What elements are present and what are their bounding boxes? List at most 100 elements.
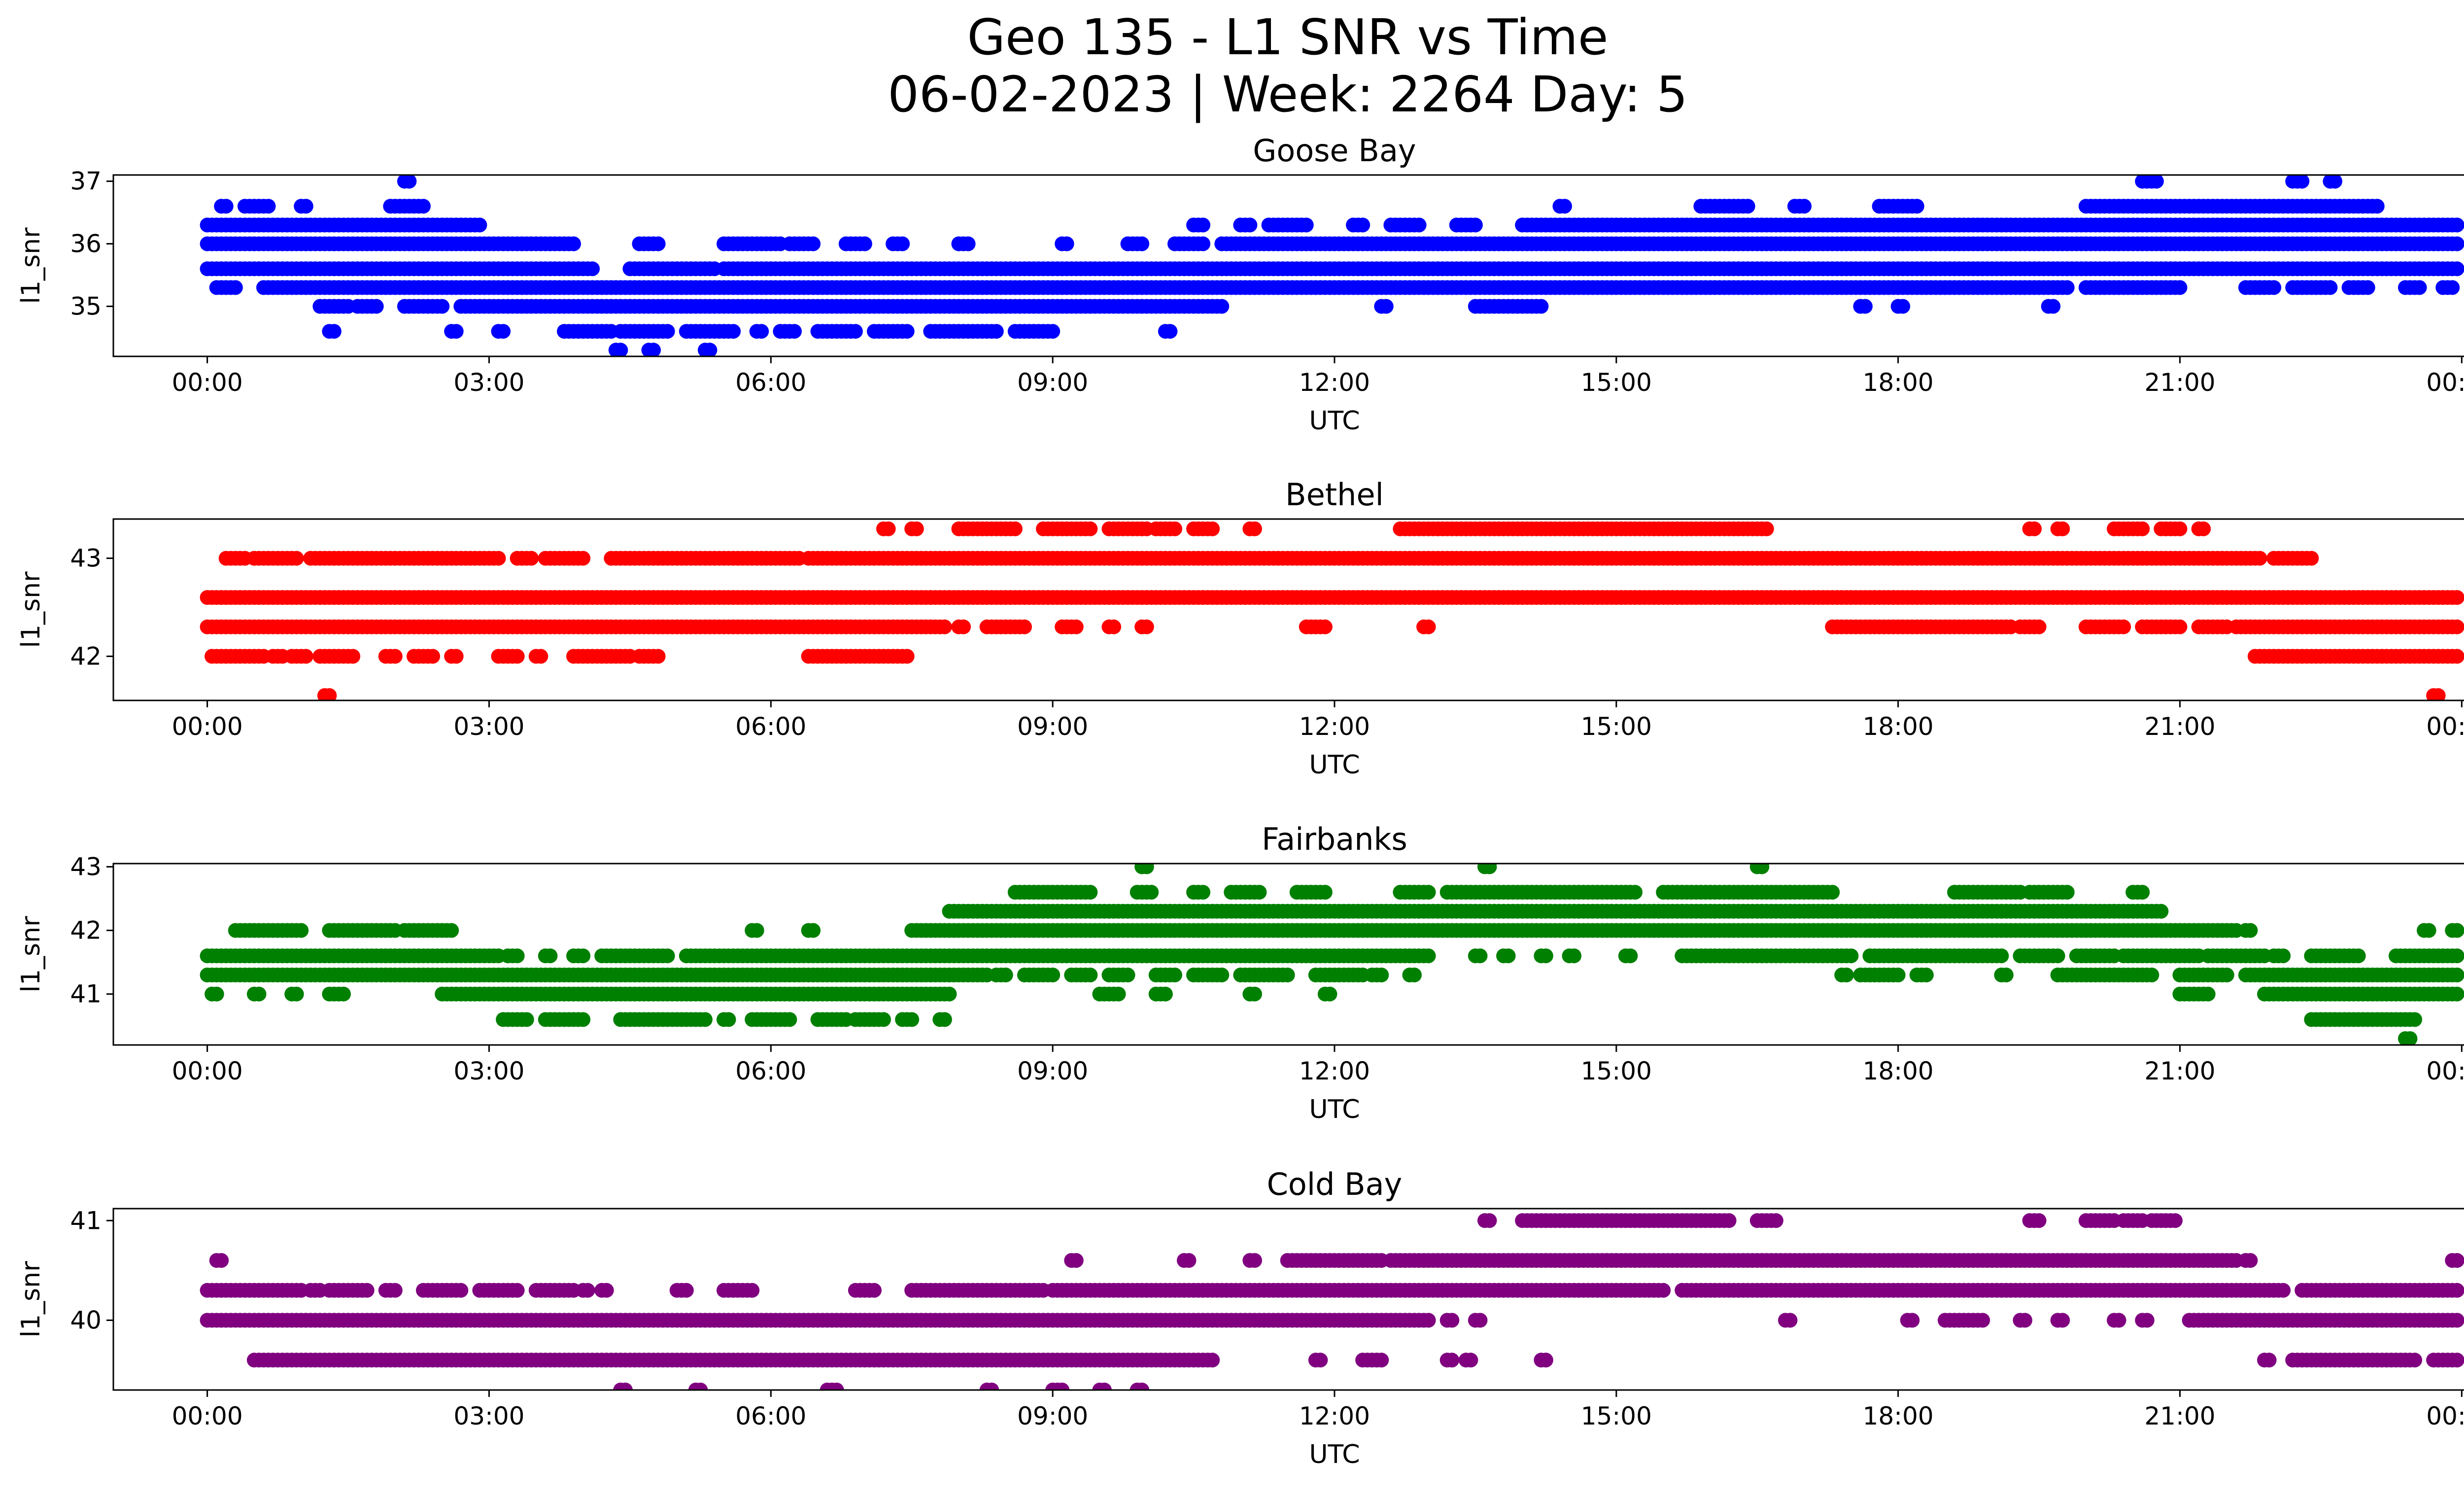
data-point bbox=[702, 343, 718, 356]
data-point bbox=[1134, 236, 1150, 251]
data-point bbox=[1421, 948, 1436, 964]
data-point bbox=[298, 649, 313, 664]
data-point bbox=[2360, 280, 2375, 295]
data-point bbox=[2055, 521, 2070, 536]
y-tick-label: 37 bbox=[70, 167, 102, 196]
data-point bbox=[660, 948, 675, 964]
data-point bbox=[909, 521, 924, 536]
data-point bbox=[2144, 968, 2159, 982]
data-point bbox=[1355, 217, 1370, 233]
data-point bbox=[806, 923, 821, 938]
data-point bbox=[1247, 521, 1262, 536]
data-point bbox=[1299, 217, 1314, 233]
data-point bbox=[1045, 968, 1061, 982]
data-point bbox=[576, 551, 591, 566]
data-point bbox=[402, 175, 417, 189]
data-point bbox=[857, 236, 872, 251]
data-point bbox=[1083, 885, 1098, 900]
x-tick-label: 03:00 bbox=[453, 712, 524, 741]
x-tick-label: 00:00 bbox=[2426, 368, 2464, 397]
data-point bbox=[2449, 948, 2464, 964]
data-point bbox=[448, 649, 464, 664]
data-point bbox=[2196, 521, 2211, 536]
data-point bbox=[2050, 948, 2065, 964]
data-point bbox=[2449, 236, 2464, 251]
data-point bbox=[2369, 199, 2385, 214]
data-point bbox=[1501, 948, 1516, 964]
x-tick-label: 21:00 bbox=[2144, 368, 2215, 397]
data-point bbox=[2046, 299, 2061, 314]
data-points bbox=[200, 864, 2464, 1045]
data-point bbox=[2116, 619, 2131, 634]
data-point bbox=[435, 299, 450, 314]
data-point bbox=[2219, 968, 2234, 982]
figure-title: Geo 135 - L1 SNR vs Time 06-02-2023 | We… bbox=[0, 9, 2464, 123]
data-point bbox=[2276, 948, 2291, 964]
data-points bbox=[200, 175, 2464, 356]
data-point bbox=[1895, 299, 1911, 314]
data-point bbox=[2149, 175, 2164, 189]
data-point bbox=[1139, 619, 1154, 634]
panel-title: Bethel bbox=[1285, 477, 1384, 513]
x-tick-label: 09:00 bbox=[1017, 712, 1088, 741]
data-point bbox=[1557, 199, 1572, 214]
y-tick-label: 35 bbox=[70, 292, 102, 320]
data-point bbox=[510, 649, 525, 664]
x-tick-label: 00:00 bbox=[2426, 712, 2464, 741]
data-point bbox=[1909, 199, 1924, 214]
data-point bbox=[1858, 299, 1873, 314]
x-tick-label: 18:00 bbox=[1863, 368, 1934, 397]
x-tick-label: 06:00 bbox=[735, 368, 806, 397]
data-point bbox=[1068, 619, 1084, 634]
data-point bbox=[1754, 864, 1770, 874]
data-point bbox=[1083, 968, 1098, 982]
data-point bbox=[1374, 968, 1389, 982]
data-point bbox=[1007, 521, 1023, 536]
data-point bbox=[543, 948, 558, 964]
y-axis-label: l1_snr bbox=[16, 227, 46, 304]
x-tick-label: 15:00 bbox=[1581, 368, 1652, 397]
data-point bbox=[1825, 885, 1840, 900]
data-point bbox=[956, 619, 971, 634]
data-point bbox=[2059, 280, 2075, 295]
data-point bbox=[1797, 199, 1812, 214]
data-point bbox=[261, 199, 276, 214]
figure-title-line-2: 06-02-2023 | Week: 2264 Day: 5 bbox=[888, 66, 1688, 123]
data-point bbox=[1214, 299, 1230, 314]
x-tick-label: 09:00 bbox=[1017, 368, 1088, 397]
data-point bbox=[1538, 948, 1553, 964]
data-point bbox=[2252, 551, 2267, 566]
plot-frame bbox=[112, 518, 2464, 701]
data-point bbox=[1998, 968, 2014, 982]
data-point bbox=[1534, 299, 1549, 314]
data-point bbox=[650, 649, 666, 664]
data-point bbox=[2430, 688, 2446, 700]
data-point bbox=[2449, 261, 2464, 277]
panel-1: 00:00 03:00 06:00 09:00 12:00 15:00 18:00 21:00… bbox=[16, 477, 2464, 780]
data-point bbox=[2031, 619, 2047, 634]
data-point bbox=[1994, 948, 2009, 964]
data-point bbox=[1468, 217, 1483, 233]
x-tick-label: 03:00 bbox=[453, 368, 524, 397]
data-point bbox=[1214, 968, 1230, 982]
data-point bbox=[660, 324, 675, 339]
data-point bbox=[585, 261, 600, 277]
data-point bbox=[2135, 885, 2150, 900]
data-point bbox=[1059, 236, 1074, 251]
data-point bbox=[345, 649, 361, 664]
data-point bbox=[1045, 324, 1061, 339]
data-point bbox=[848, 324, 863, 339]
data-point bbox=[1839, 968, 1854, 982]
data-point bbox=[1205, 521, 1220, 536]
data-point bbox=[787, 324, 802, 339]
data-point bbox=[1120, 968, 1135, 982]
data-point bbox=[444, 923, 459, 938]
data-point bbox=[960, 236, 976, 251]
data-point bbox=[576, 948, 591, 964]
data-point bbox=[806, 236, 821, 251]
data-point bbox=[510, 948, 525, 964]
data-point bbox=[1252, 885, 1267, 900]
data-point bbox=[1196, 236, 1211, 251]
